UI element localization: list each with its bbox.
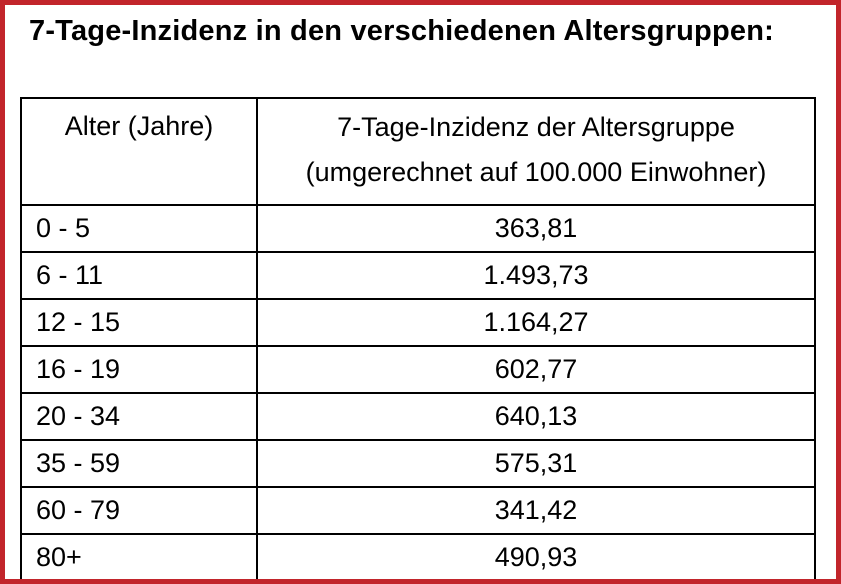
column-header-incidence-line1: 7-Tage-Inzidenz der Altersgruppe xyxy=(337,112,735,142)
incidence-cell: 363,81 xyxy=(256,204,816,253)
incidence-cell: 640,13 xyxy=(256,392,816,441)
table-head: Alter (Jahre) 7-Tage-Inzidenz der Alters… xyxy=(20,97,816,206)
age-cell: 12 - 15 xyxy=(20,298,258,347)
table-row: 20 - 34 640,13 xyxy=(20,392,816,441)
column-header-age: Alter (Jahre) xyxy=(20,97,258,206)
incidence-cell: 602,77 xyxy=(256,345,816,394)
table-row: 0 - 5 363,81 xyxy=(20,204,816,253)
age-cell: 35 - 59 xyxy=(20,439,258,488)
incidence-cell: 490,93 xyxy=(256,533,816,579)
incidence-cell: 341,42 xyxy=(256,486,816,535)
table-body: 0 - 5 363,81 6 - 11 1.493,73 12 - 15 1.1… xyxy=(20,204,816,579)
age-cell: 60 - 79 xyxy=(20,486,258,535)
incidence-table: Alter (Jahre) 7-Tage-Inzidenz der Alters… xyxy=(20,97,816,579)
age-cell: 16 - 19 xyxy=(20,345,258,394)
column-header-incidence: 7-Tage-Inzidenz der Altersgruppe (umgere… xyxy=(256,97,816,206)
table-row: 60 - 79 341,42 xyxy=(20,486,816,535)
age-cell: 20 - 34 xyxy=(20,392,258,441)
age-cell: 0 - 5 xyxy=(20,204,258,253)
column-header-incidence-line2: (umgerechnet auf 100.000 Einwohner) xyxy=(305,157,767,187)
age-cell: 6 - 11 xyxy=(20,251,258,300)
incidence-cell: 575,31 xyxy=(256,439,816,488)
age-cell: 80+ xyxy=(20,533,258,579)
table-row: 16 - 19 602,77 xyxy=(20,345,816,394)
table-row: 12 - 15 1.164,27 xyxy=(20,298,816,347)
page-title: 7-Tage-Inzidenz in den verschiedenen Alt… xyxy=(29,15,774,47)
incidence-cell: 1.164,27 xyxy=(256,298,816,347)
table-row: 6 - 11 1.493,73 xyxy=(20,251,816,300)
table-row: 80+ 490,93 xyxy=(20,533,816,579)
table-header-row: Alter (Jahre) 7-Tage-Inzidenz der Alters… xyxy=(20,97,816,206)
incidence-cell: 1.493,73 xyxy=(256,251,816,300)
table-row: 35 - 59 575,31 xyxy=(20,439,816,488)
